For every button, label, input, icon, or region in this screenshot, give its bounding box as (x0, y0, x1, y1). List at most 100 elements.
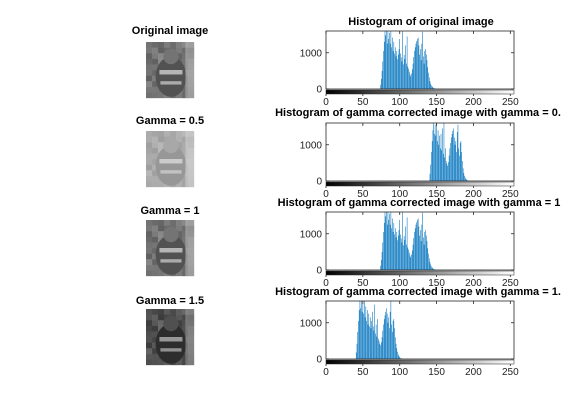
x-tick-label: 50 (357, 278, 369, 289)
photo-texture (152, 175, 159, 182)
histogram-bar (359, 301, 361, 359)
histogram-bar (452, 130, 454, 181)
x-tick-label: 200 (465, 367, 482, 378)
photo-texture (176, 231, 183, 238)
histogram-bar (431, 266, 432, 270)
image-panel (146, 42, 195, 99)
histogram-bar (411, 73, 412, 89)
histogram-bar (409, 71, 410, 89)
photo-texture (158, 270, 165, 277)
histogram-bar (437, 141, 438, 181)
histogram-bar (417, 219, 418, 270)
histogram-bar (434, 133, 435, 181)
histogram-bar (432, 268, 434, 270)
photo-texture (152, 92, 159, 99)
histogram-bar (369, 326, 370, 359)
plot-area (326, 301, 514, 359)
histogram-bar (449, 148, 451, 181)
histogram-bar (402, 31, 403, 89)
histogram-bar (388, 317, 389, 359)
histogram-bar (404, 58, 406, 89)
y-tick-label: 1000 (300, 140, 323, 151)
photo-texture (158, 359, 165, 366)
histogram-bar (432, 87, 434, 89)
histogram-bar (416, 222, 417, 270)
histogram-bar (395, 343, 397, 359)
histogram-bar (402, 212, 403, 270)
histogram-bar (369, 317, 371, 359)
photo-texture (158, 53, 165, 60)
histogram-bar (439, 148, 441, 181)
histogram-bar (387, 31, 389, 89)
histogram-bar (373, 330, 375, 359)
histogram-bar (389, 32, 390, 89)
x-tick-label: 200 (465, 189, 482, 200)
histogram-bar (410, 76, 412, 89)
photo-texture (146, 142, 153, 149)
photo-texture (152, 231, 159, 238)
x-tick-label: 250 (502, 189, 519, 200)
histogram-bar (364, 301, 365, 359)
photo-texture (182, 58, 189, 65)
photo-texture (170, 42, 177, 48)
y-tick-label: 1000 (300, 229, 323, 240)
x-tick-label: 200 (465, 97, 482, 108)
photo-texture (152, 359, 159, 366)
histogram-bar (459, 155, 460, 181)
histogram-bar (386, 313, 388, 359)
histogram-bar (413, 238, 415, 270)
histogram-bar (390, 31, 392, 89)
photo-texture (146, 337, 153, 343)
histogram-bar (383, 41, 385, 89)
axes-box (325, 30, 515, 90)
histogram-bar (448, 162, 449, 181)
histogram-bar (389, 43, 391, 89)
intensity-colorbar (325, 89, 515, 95)
histogram-bar (386, 224, 388, 270)
photo-texture (176, 314, 183, 321)
photo-texture (182, 131, 189, 137)
photo-wall (185, 220, 194, 276)
histogram-bar (396, 50, 398, 89)
photo-texture (158, 136, 165, 143)
histogram-bar (384, 315, 386, 359)
histogram-bar (358, 320, 359, 359)
photo-texture (146, 348, 153, 355)
photo-texture (158, 92, 165, 99)
photo-texture (152, 225, 159, 232)
histogram-bar (393, 222, 395, 270)
histogram-bar (394, 234, 395, 270)
photo-texture (146, 270, 153, 277)
histogram-bar (409, 74, 411, 89)
y-tick-label: 0 (316, 177, 322, 188)
histogram-bar (445, 148, 446, 181)
histogram-bar (396, 348, 398, 359)
photo-texture (152, 81, 159, 88)
histogram-bar (411, 254, 412, 270)
histogram-bar (414, 228, 416, 270)
histogram-bar (358, 310, 360, 359)
photo-texture (152, 220, 159, 226)
histogram-bar (383, 319, 385, 359)
histogram-bar (367, 310, 368, 359)
photo-texture (152, 259, 159, 266)
histogram-bar (414, 47, 416, 89)
photo-body (155, 145, 187, 186)
histogram-bar (424, 231, 426, 270)
histogram-bar (430, 264, 431, 270)
photo-texture (146, 181, 153, 188)
histogram-axes: 0 1000 0 50 100 150 200 250 (300, 30, 519, 108)
photo-texture (182, 320, 189, 327)
photo-texture (146, 342, 153, 349)
histogram-bar (381, 78, 382, 89)
x-tick-label: 150 (428, 367, 445, 378)
histogram-bar (447, 165, 448, 181)
histogram-bar (428, 253, 429, 270)
photo-texture (176, 225, 183, 232)
histogram-bar (378, 338, 379, 359)
photo-texture (176, 220, 183, 226)
x-tick-label: 150 (428, 97, 445, 108)
photo-texture (152, 320, 159, 327)
image-title: Gamma = 1 (140, 205, 199, 217)
histogram-bar (431, 86, 433, 89)
